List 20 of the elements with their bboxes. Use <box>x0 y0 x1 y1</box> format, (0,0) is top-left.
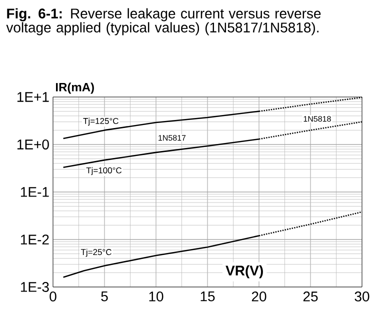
x-tick-label: 25 <box>303 292 318 302</box>
annotation: 1N5817 <box>158 135 186 141</box>
y-tick-label: 1E+0 <box>17 140 49 150</box>
x-tick-label: 15 <box>200 292 215 302</box>
series-label: Tj=25°C <box>80 248 112 257</box>
y-tick-label: 1E+1 <box>17 92 49 102</box>
x-tick-label: 30 <box>354 292 370 302</box>
series-label: Tj=100°C <box>86 167 122 176</box>
x-tick-label: 0 <box>50 292 56 302</box>
chart-title: Fig. 6-1: Reverse leakage current versus reverse voltage applied (typical values) (1N5817/1N5818). <box>6 8 321 36</box>
y-axis-title: IR(mA) <box>56 82 94 94</box>
x-axis-title: VR(V) <box>226 265 263 278</box>
series-label: Tj=125°C <box>83 118 118 126</box>
x-tick-label: 20 <box>252 292 266 302</box>
y-tick-label: 1E-1 <box>20 187 49 197</box>
x-tick-label: 5 <box>101 292 108 302</box>
y-tick-label: 1E-2 <box>20 234 49 244</box>
y-tick-label: 1E-3 <box>20 282 49 292</box>
annotation: 1N5818 <box>304 116 331 122</box>
x-tick-label: 10 <box>149 292 164 302</box>
